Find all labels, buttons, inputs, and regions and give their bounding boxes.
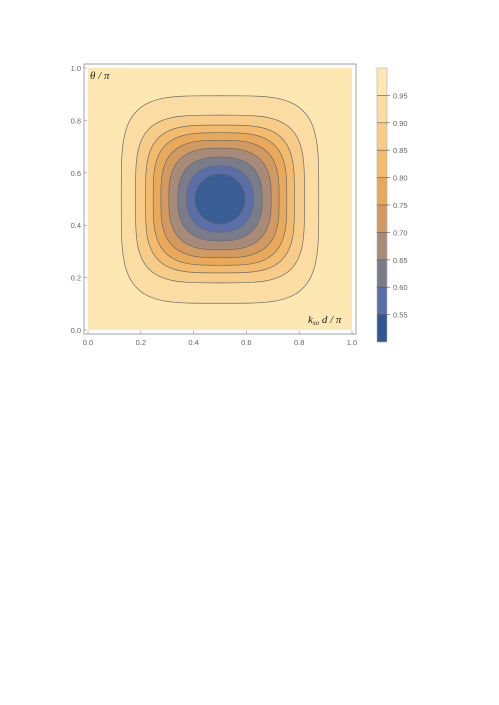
colorbar-band bbox=[377, 150, 387, 178]
contour-0.55 bbox=[194, 173, 246, 225]
x-tick-label: 0.4 bbox=[188, 338, 198, 347]
colorbar-band bbox=[377, 122, 387, 151]
x-axis-label-rest: d / π bbox=[319, 314, 342, 326]
colorbar-band bbox=[377, 68, 387, 96]
contour-layer bbox=[120, 95, 320, 304]
colorbar-tick-label: 0.75 bbox=[393, 201, 408, 210]
colorbar-tick-label: 0.90 bbox=[393, 119, 408, 128]
plot-region: 0.0 0.2 0.4 0.6 0.8 1.0 0.0 0.2 0.4 0.6 0.8 1.0 bbox=[71, 63, 357, 347]
colorbar-tick-label: 0.70 bbox=[393, 228, 408, 237]
colorbar: 0.95 0.90 0.85 0.80 0.75 0.70 0.65 0.60 0.55 bbox=[376, 67, 408, 343]
colorbar-tick-label: 0.60 bbox=[393, 283, 408, 292]
colorbar-tick-label: 0.55 bbox=[393, 311, 408, 320]
y-tick-label: 0.2 bbox=[71, 274, 81, 283]
y-tick-label: 0.0 bbox=[71, 326, 81, 335]
y-tick-label: 1.0 bbox=[71, 64, 81, 73]
x-axis-label-subscript: so bbox=[313, 319, 320, 327]
colorbar-band bbox=[377, 177, 387, 205]
colorbar-band bbox=[377, 205, 387, 233]
colorbar-band bbox=[377, 232, 387, 260]
colorbar-tick-label: 0.80 bbox=[393, 174, 408, 183]
x-axis-label: kso d / π bbox=[308, 314, 342, 327]
colorbar-band bbox=[377, 314, 387, 342]
x-axis-label-main: k bbox=[308, 314, 314, 326]
y-tick-label: 0.4 bbox=[71, 221, 81, 230]
colorbar-band bbox=[377, 259, 387, 288]
x-tick-label: 0.8 bbox=[294, 338, 304, 347]
x-tick-label: 0.2 bbox=[136, 338, 146, 347]
x-axis-ticks: 0.0 0.2 0.4 0.6 0.8 1.0 bbox=[83, 331, 357, 347]
x-tick-label: 0.0 bbox=[83, 338, 93, 347]
colorbar-band bbox=[377, 287, 387, 315]
x-tick-label: 1.0 bbox=[347, 338, 357, 347]
y-tick-label: 0.8 bbox=[71, 116, 81, 125]
colorbar-band bbox=[377, 95, 387, 123]
y-tick-label: 0.6 bbox=[71, 169, 81, 178]
y-axis-label: θ / π bbox=[90, 70, 110, 82]
x-tick-label: 0.6 bbox=[241, 338, 251, 347]
colorbar-tick-label: 0.95 bbox=[393, 91, 408, 100]
y-axis-ticks: 0.0 0.2 0.4 0.6 0.8 1.0 bbox=[71, 64, 87, 335]
colorbar-tick-label: 0.85 bbox=[393, 146, 408, 155]
colorbar-tick-label: 0.65 bbox=[393, 256, 408, 265]
plot-frame bbox=[83, 63, 357, 335]
